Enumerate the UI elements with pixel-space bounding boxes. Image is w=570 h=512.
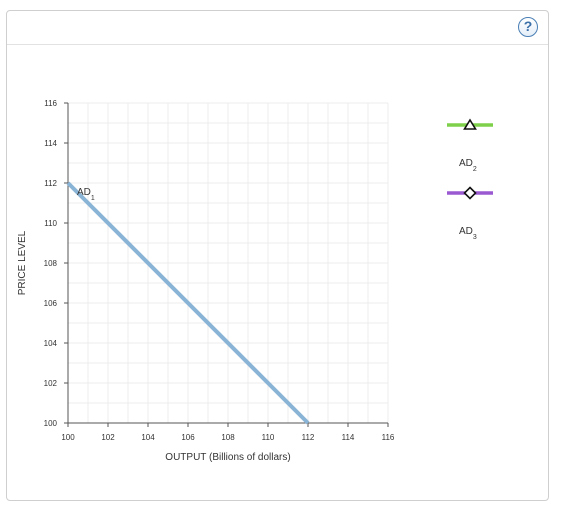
ad1-label-subscript: 1 — [91, 195, 95, 202]
chart-legend: AD2 AD3 — [447, 118, 493, 241]
chart-axes — [64, 102, 389, 427]
ad1-curve[interactable] — [66, 181, 310, 425]
x-tick-label: 104 — [141, 433, 155, 442]
x-tick-label: 100 — [61, 433, 75, 442]
y-tick-label: 106 — [44, 299, 58, 308]
y-tick-label: 110 — [44, 219, 57, 228]
help-button[interactable]: ? — [518, 17, 538, 37]
legend-label-ad3: AD3 — [459, 226, 477, 241]
x-tick-label: 114 — [342, 433, 355, 442]
legend-label-subscript: 3 — [473, 234, 477, 241]
legend-tool-ad2[interactable] — [447, 118, 493, 130]
y-tick-label: 112 — [44, 179, 57, 188]
x-tick-label: 102 — [101, 433, 115, 442]
y-tick-label: 108 — [44, 259, 58, 268]
legend-label-ad2: AD2 — [459, 158, 477, 173]
x-tick-label: 106 — [181, 433, 195, 442]
y-tick-label: 102 — [44, 379, 58, 388]
question-panel: ? — [6, 10, 549, 501]
x-tick-label: 112 — [302, 433, 315, 442]
x-tick-label: 116 — [382, 433, 395, 442]
x-axis-title: OUTPUT (Billions of dollars) — [165, 452, 290, 463]
x-tick-labels: 100 102 104 106 108 110 112 114 116 — [61, 433, 395, 442]
legend-tool-ad3[interactable] — [447, 186, 493, 200]
y-tick-label: 100 — [44, 419, 58, 428]
x-tick-label: 108 — [221, 433, 235, 442]
chart-grid — [68, 102, 389, 423]
y-axis-title: PRICE LEVEL — [17, 230, 28, 295]
chart-series: AD1 — [66, 181, 310, 425]
panel-header: ? — [7, 11, 548, 45]
diamond-icon — [463, 186, 477, 200]
y-tick-label: 114 — [44, 139, 57, 148]
legend-label-subscript: 2 — [473, 166, 477, 173]
y-tick-labels: 100 102 104 106 108 110 112 114 116 — [44, 99, 58, 428]
y-tick-label: 104 — [44, 339, 58, 348]
x-tick-label: 110 — [262, 433, 275, 442]
y-tick-label: 116 — [44, 99, 57, 108]
triangle-icon — [463, 118, 477, 130]
